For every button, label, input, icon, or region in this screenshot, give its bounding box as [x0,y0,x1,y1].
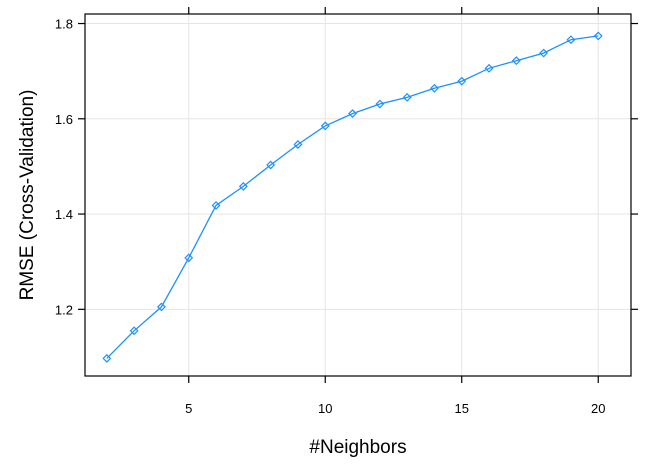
data-point-k5 [184,253,194,263]
data-point-k11 [348,109,357,118]
data-point-k16 [484,63,494,73]
data-point-k10 [320,121,330,131]
data-point-k4 [156,302,166,312]
data-point-k8 [266,160,276,170]
x-tick-label-10: 10 [318,401,332,416]
plot-frame [84,13,632,377]
data-point-k18 [539,48,549,58]
series-line [106,35,599,359]
data-point-k14 [429,83,439,93]
data-point-k19 [566,35,576,45]
y-axis-title: RMSE (Cross-Validation) [17,90,38,301]
data-point-k12 [375,99,385,109]
data-point-k9 [293,140,303,149]
x-axis-title: #Neighbors [309,437,406,458]
x-tick-label-20: 20 [591,401,605,416]
data-point-k17 [511,56,521,66]
x-tick-label-15: 15 [455,401,469,416]
grid-lines [85,14,631,376]
x-tick-label-5: 5 [185,401,192,416]
data-point-k15 [457,76,467,86]
y-tick-label-1.2: 1.2 [55,302,73,317]
y-tick-label-1.4: 1.4 [55,207,73,222]
y-tick-label-1.6: 1.6 [55,112,73,127]
data-point-k20 [593,31,603,41]
data-point-k2 [102,353,112,363]
data-point-k13 [402,92,412,102]
axis-ticks: 5 10 15 20 1.2 1.4 1.6 1.8 [55,7,638,416]
series-layer [102,31,603,363]
data-point-k6 [211,201,221,210]
data-point-k3 [129,326,139,336]
y-tick-label-1.8: 1.8 [55,17,73,32]
data-point-k7 [238,181,248,191]
